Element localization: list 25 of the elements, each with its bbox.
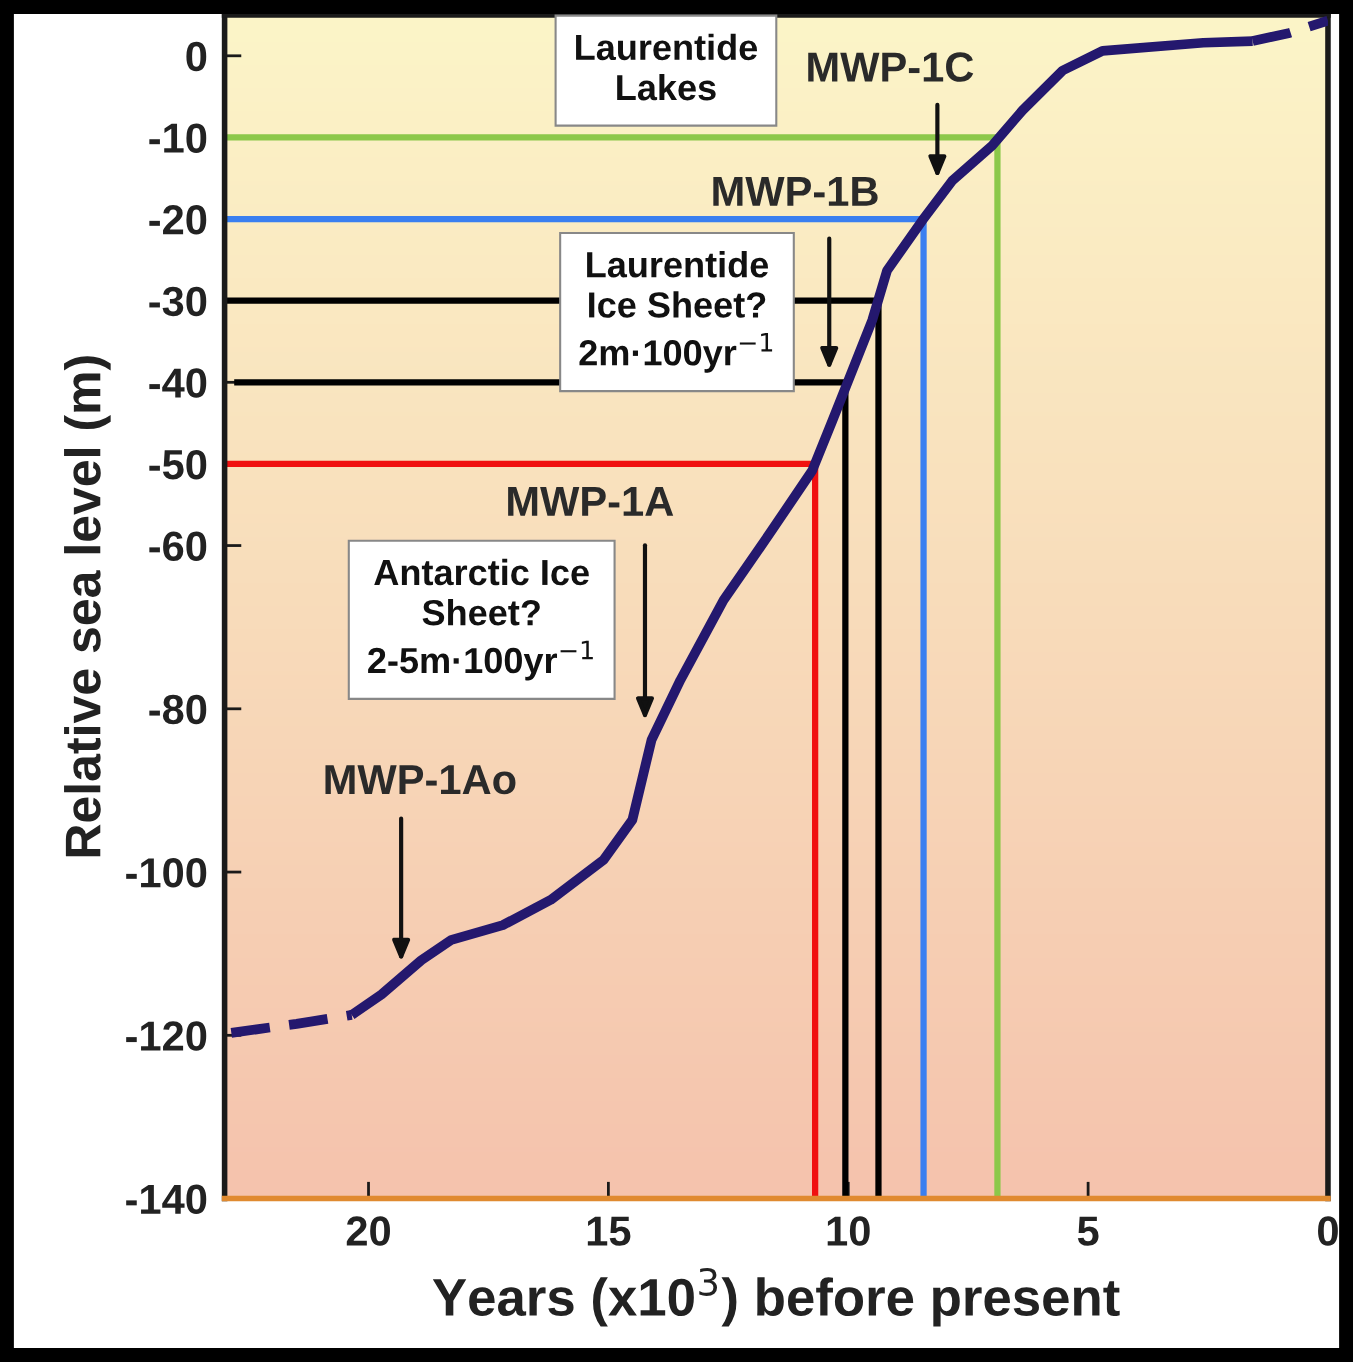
y-tick-label: -30 <box>149 286 207 317</box>
x-tick-label: 20 <box>346 1216 390 1246</box>
y-tick-label: -50 <box>149 449 207 480</box>
y-tick-label: 0 <box>186 41 207 72</box>
annotation: MWP-1A <box>508 487 674 516</box>
y-tick-label: -80 <box>149 694 207 725</box>
annotation: MWP-1B <box>713 177 878 206</box>
y-tick-label: -40 <box>149 368 207 398</box>
y-axis-title: Relative sea level (m) <box>64 356 111 857</box>
y-tick-label: -60 <box>149 531 207 562</box>
y-tick-label: -10 <box>149 123 207 153</box>
y-tick-label: -20 <box>149 205 207 235</box>
annotation: Laurentide Lakes <box>576 33 758 101</box>
x-axis-title: Years (x10$^{3}$) before present <box>432 1267 1120 1327</box>
annotation: Antarctic Ice Sheet? 2-5m·100yr$^{−1}$ <box>368 558 593 681</box>
y-tick-label: -140 <box>126 1184 207 1215</box>
annotation: MWP-1Ao <box>325 765 516 795</box>
x-tick-label: 10 <box>827 1216 870 1246</box>
x-tick-label: 0 <box>1318 1216 1338 1246</box>
x-tick-label: 15 <box>587 1216 631 1246</box>
annotation: Laurentide Ice Sheet? 2m·100yr$^{−1}$ <box>579 251 773 373</box>
y-tick-label: -120 <box>126 1021 207 1051</box>
x-tick-label: 5 <box>1077 1216 1099 1246</box>
annotation: MWP-1C <box>808 52 974 82</box>
y-tick-label: -100 <box>126 858 207 888</box>
